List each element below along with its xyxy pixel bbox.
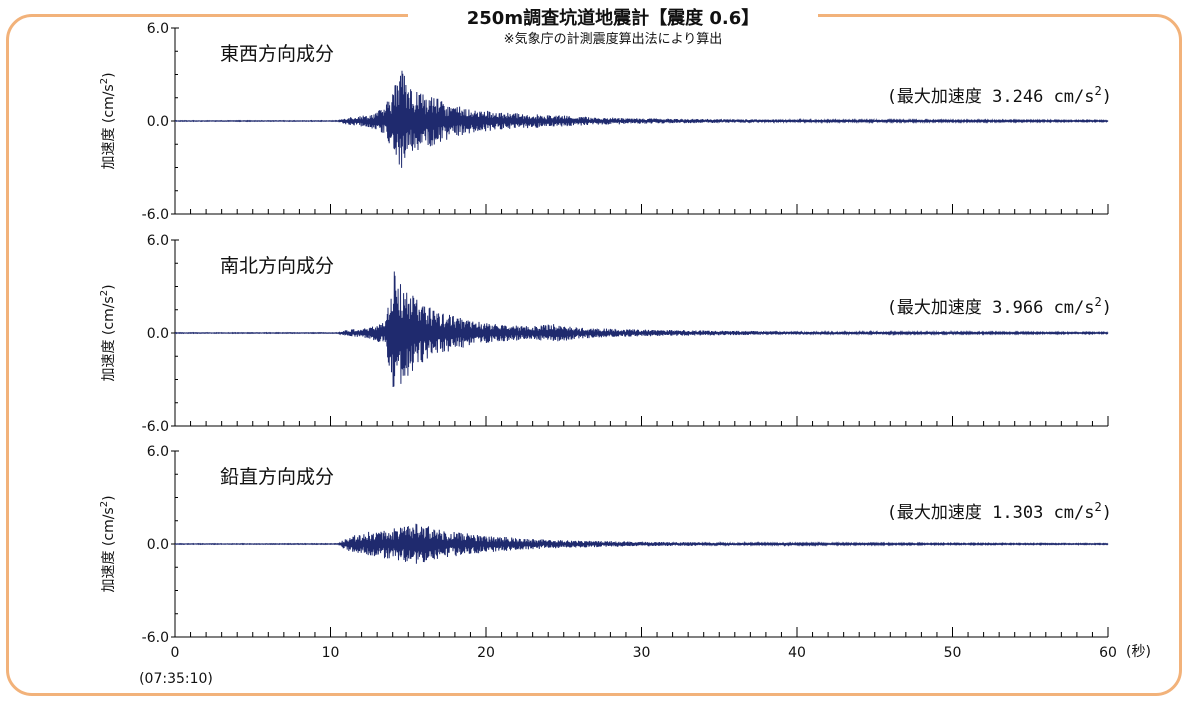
- title-box: 250m調査坑道地震計【震度 0.6】 ※気象庁の計測震度算出法により算出: [408, 4, 818, 56]
- waveform-trace: [174, 523, 1109, 564]
- component-label: 東西方向成分: [220, 43, 334, 65]
- x-tick-label: 40: [788, 645, 806, 661]
- y-axis-label: 加速度 (cm/s2): [99, 495, 117, 592]
- max-acceleration-label: (最大加速度 1.303 cm/s2): [887, 500, 1112, 523]
- y-tick-label: 0.0: [147, 114, 169, 130]
- component-label: 鉛直方向成分: [220, 466, 334, 488]
- component-label: 南北方向成分: [220, 255, 334, 277]
- max-acceleration-label: (最大加速度 3.966 cm/s2): [887, 295, 1112, 318]
- y-axis-label: 加速度 (cm/s2): [99, 72, 117, 169]
- x-tick-label: 20: [477, 645, 495, 661]
- x-tick-label: 10: [322, 645, 340, 661]
- x-axis-unit: (秒): [1126, 644, 1151, 660]
- x-tick-label: 30: [633, 645, 651, 661]
- x-tick-label: 0: [171, 645, 180, 661]
- y-tick-label: 0.0: [147, 326, 169, 342]
- waveform-trace: [174, 70, 1109, 168]
- waveform-trace: [174, 271, 1109, 388]
- y-tick-label: 6.0: [147, 21, 169, 37]
- y-tick-label: -6.0: [142, 630, 169, 646]
- start-time-label: (07:35:10): [139, 671, 213, 687]
- chart-subtitle: ※気象庁の計測震度算出法により算出: [503, 32, 723, 47]
- y-tick-label: 0.0: [147, 537, 169, 553]
- y-tick-label: 6.0: [147, 444, 169, 460]
- y-axis-label: 加速度 (cm/s2): [99, 284, 117, 381]
- x-tick-label: 60: [1099, 645, 1117, 661]
- y-tick-label: -6.0: [142, 207, 169, 223]
- x-tick-label: 50: [944, 645, 962, 661]
- chart-title: 250m調査坑道地震計【震度 0.6】: [466, 8, 760, 29]
- max-acceleration-label: (最大加速度 3.246 cm/s2): [887, 84, 1112, 107]
- y-tick-label: -6.0: [142, 419, 169, 435]
- y-tick-label: 6.0: [147, 233, 169, 249]
